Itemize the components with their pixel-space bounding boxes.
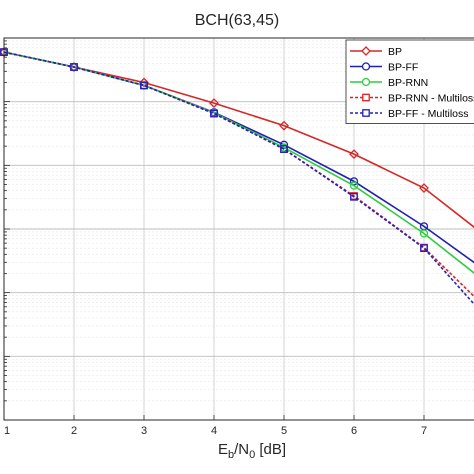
data-point xyxy=(350,192,358,201)
data-point xyxy=(349,149,359,160)
data-point xyxy=(140,81,148,90)
x-tick-label: 5 xyxy=(281,425,287,437)
legend-entry: BP-RNN - Multiloss xyxy=(350,93,474,105)
data-point xyxy=(419,183,429,193)
data-point xyxy=(349,181,359,190)
legend-label: BP-RNN xyxy=(388,77,428,89)
legend-label: BP-RNN - Multiloss xyxy=(388,93,474,105)
legend-marker xyxy=(362,93,370,102)
data-point xyxy=(419,229,429,238)
series-line xyxy=(3,51,474,274)
legend-entry: BP-RNN xyxy=(350,77,428,89)
x-tick-label: 3 xyxy=(141,425,147,437)
legend-label: BP-FF - Multiloss xyxy=(388,108,469,120)
x-tick-label: 2 xyxy=(71,425,77,437)
legend-entry: BP-FF - Multiloss xyxy=(350,108,469,120)
data-point xyxy=(279,120,289,131)
legend-marker xyxy=(362,109,370,117)
data-point xyxy=(209,98,219,109)
legend-label: BP xyxy=(388,46,402,58)
x-tick-labels: 1 2 3 4 5 6 7 xyxy=(3,415,427,437)
x-tick-label: 1 xyxy=(4,425,10,437)
legend-marker xyxy=(361,46,371,56)
x-tick-label: 7 xyxy=(421,425,427,437)
legend-marker xyxy=(361,77,371,87)
chart-title: BCH(63,45) xyxy=(195,12,279,29)
data-point xyxy=(280,145,288,153)
data-point xyxy=(70,63,78,71)
legend-marker xyxy=(361,62,371,71)
series-bp-ff-multiloss xyxy=(0,48,474,306)
data-point xyxy=(210,109,218,118)
x-axis-label: Eb/N0 [dB] xyxy=(218,441,286,461)
x-tick-label: 4 xyxy=(211,425,217,437)
legend-entry: BP xyxy=(350,46,402,58)
x-tick-label: 6 xyxy=(351,425,357,437)
legend-entry: BP-FF xyxy=(350,62,418,74)
plot-frame xyxy=(3,37,474,421)
legend: BP BP-FF BP-RNN BP-RNN - Multiloss BP-FF - M… xyxy=(345,39,474,124)
data-point xyxy=(139,77,149,88)
grid xyxy=(4,38,474,421)
series-group xyxy=(0,47,474,306)
data-point xyxy=(420,244,428,253)
legend-label: BP-FF xyxy=(388,62,418,74)
